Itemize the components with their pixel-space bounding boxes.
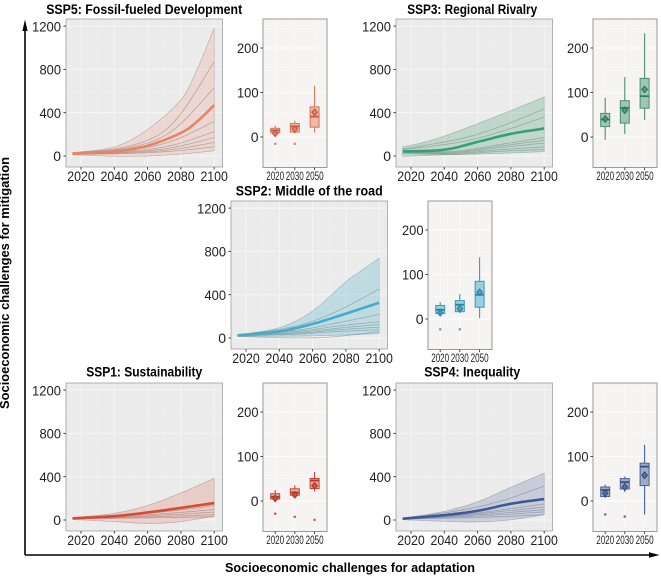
svg-text:2060: 2060 xyxy=(134,168,162,184)
svg-text:2020: 2020 xyxy=(397,532,425,548)
svg-text:2050: 2050 xyxy=(306,171,324,183)
svg-text:200: 200 xyxy=(237,40,259,56)
svg-text:1200: 1200 xyxy=(32,382,61,398)
svg-text:2100: 2100 xyxy=(365,350,393,366)
svg-text:200: 200 xyxy=(402,222,424,238)
svg-text:2050: 2050 xyxy=(636,171,654,183)
svg-text:0: 0 xyxy=(251,129,259,145)
svg-text:0: 0 xyxy=(218,330,226,346)
svg-text:2030: 2030 xyxy=(616,535,634,547)
svg-text:2100: 2100 xyxy=(200,168,228,184)
svg-text:2020: 2020 xyxy=(596,171,614,183)
svg-text:Socioeconomic challenges for a: Socioeconomic challenges for adaptation xyxy=(225,560,475,575)
svg-text:SSP1: Sustainability: SSP1: Sustainability xyxy=(86,364,202,379)
svg-text:200: 200 xyxy=(567,40,589,56)
svg-text:2020: 2020 xyxy=(431,353,449,365)
svg-text:800: 800 xyxy=(370,426,392,442)
svg-text:2080: 2080 xyxy=(167,168,195,184)
svg-text:2030: 2030 xyxy=(616,171,634,183)
svg-text:2040: 2040 xyxy=(266,350,294,366)
svg-text:0: 0 xyxy=(53,148,61,164)
svg-text:2060: 2060 xyxy=(464,532,492,548)
svg-text:200: 200 xyxy=(237,404,259,420)
svg-text:0: 0 xyxy=(581,129,589,145)
svg-text:1200: 1200 xyxy=(362,382,391,398)
svg-text:2040: 2040 xyxy=(431,168,459,184)
svg-text:0: 0 xyxy=(383,148,391,164)
svg-text:2080: 2080 xyxy=(497,532,525,548)
svg-text:0: 0 xyxy=(581,493,589,509)
svg-text:0: 0 xyxy=(416,311,424,327)
svg-text:100: 100 xyxy=(237,85,259,101)
svg-text:100: 100 xyxy=(402,267,424,283)
svg-text:2040: 2040 xyxy=(101,168,129,184)
svg-text:0: 0 xyxy=(251,493,259,509)
svg-text:2020: 2020 xyxy=(596,535,614,547)
svg-text:2080: 2080 xyxy=(332,350,360,366)
svg-text:2080: 2080 xyxy=(167,532,195,548)
svg-text:0: 0 xyxy=(53,512,61,528)
svg-text:1200: 1200 xyxy=(32,18,61,34)
svg-text:200: 200 xyxy=(567,404,589,420)
svg-text:2060: 2060 xyxy=(299,350,327,366)
svg-text:400: 400 xyxy=(370,105,392,121)
svg-text:2060: 2060 xyxy=(464,168,492,184)
svg-text:2020: 2020 xyxy=(67,532,95,548)
svg-text:2040: 2040 xyxy=(101,532,129,548)
svg-text:SSP2: Middle of the road: SSP2: Middle of the road xyxy=(236,183,383,198)
svg-text:2080: 2080 xyxy=(497,168,525,184)
svg-text:2020: 2020 xyxy=(397,168,425,184)
svg-text:800: 800 xyxy=(370,62,392,78)
svg-text:2020: 2020 xyxy=(232,350,260,366)
svg-text:2040: 2040 xyxy=(431,532,459,548)
svg-text:2050: 2050 xyxy=(471,353,489,365)
svg-text:400: 400 xyxy=(40,469,62,485)
svg-text:800: 800 xyxy=(40,62,62,78)
svg-text:0: 0 xyxy=(383,512,391,528)
svg-text:2030: 2030 xyxy=(286,535,304,547)
svg-text:2020: 2020 xyxy=(67,168,95,184)
svg-text:2100: 2100 xyxy=(530,168,558,184)
svg-text:2060: 2060 xyxy=(134,532,162,548)
svg-text:1200: 1200 xyxy=(362,18,391,34)
svg-text:2020: 2020 xyxy=(266,171,284,183)
svg-text:400: 400 xyxy=(370,469,392,485)
svg-text:SSP5: Fossil-fueled Developmen: SSP5: Fossil-fueled Development xyxy=(46,2,242,17)
svg-text:1200: 1200 xyxy=(197,200,226,216)
svg-text:100: 100 xyxy=(237,449,259,465)
svg-text:2100: 2100 xyxy=(530,532,558,548)
svg-text:2100: 2100 xyxy=(200,532,228,548)
svg-text:100: 100 xyxy=(567,85,589,101)
svg-text:2020: 2020 xyxy=(266,535,284,547)
svg-text:2050: 2050 xyxy=(306,535,324,547)
svg-text:800: 800 xyxy=(40,426,62,442)
svg-text:2030: 2030 xyxy=(451,353,469,365)
svg-text:400: 400 xyxy=(40,105,62,121)
svg-text:2050: 2050 xyxy=(636,535,654,547)
svg-text:SSP3: Regional Rivalry: SSP3: Regional Rivalry xyxy=(407,2,537,17)
svg-text:Socioeconomic challenges for m: Socioeconomic challenges for mitigation xyxy=(0,157,12,409)
svg-text:2030: 2030 xyxy=(286,171,304,183)
svg-text:100: 100 xyxy=(567,449,589,465)
svg-text:SSP4: Inequality: SSP4: Inequality xyxy=(424,364,520,379)
svg-text:400: 400 xyxy=(205,287,227,303)
svg-text:800: 800 xyxy=(205,244,227,260)
